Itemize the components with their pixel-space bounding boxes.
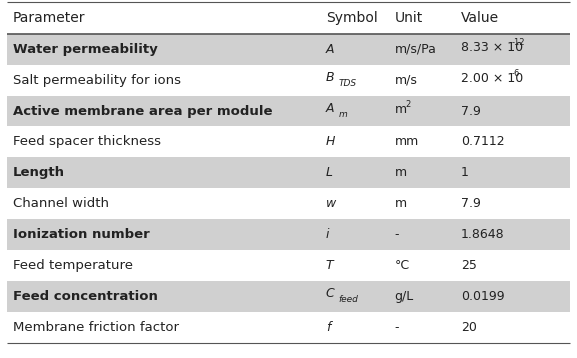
- Text: Value: Value: [461, 11, 499, 25]
- Text: H: H: [326, 135, 335, 149]
- Text: m: m: [339, 110, 347, 119]
- Text: 7.9: 7.9: [461, 197, 481, 210]
- Text: L: L: [326, 166, 333, 179]
- Text: Feed concentration: Feed concentration: [13, 290, 158, 303]
- Text: -12: -12: [511, 38, 525, 47]
- Text: mm: mm: [395, 135, 419, 149]
- Text: 0.0199: 0.0199: [461, 290, 504, 303]
- Bar: [7, 34, 570, 65]
- Text: A: A: [326, 43, 334, 56]
- Text: f: f: [326, 321, 330, 334]
- Text: B: B: [326, 71, 335, 84]
- Text: Membrane friction factor: Membrane friction factor: [13, 321, 179, 334]
- Text: 25: 25: [461, 259, 477, 272]
- Text: A: A: [326, 102, 334, 115]
- Text: Feed temperature: Feed temperature: [13, 259, 133, 272]
- Text: T: T: [326, 259, 334, 272]
- Text: -: -: [395, 228, 399, 241]
- Text: -6: -6: [511, 69, 520, 78]
- Text: Feed spacer thickness: Feed spacer thickness: [13, 135, 161, 149]
- Text: m/s: m/s: [395, 74, 418, 87]
- Text: °C: °C: [395, 259, 410, 272]
- Text: TDS: TDS: [339, 79, 357, 88]
- Text: Ionization number: Ionization number: [13, 228, 149, 241]
- Text: w: w: [326, 197, 336, 210]
- Text: Water permeability: Water permeability: [13, 43, 158, 56]
- Text: 2.00 × 10: 2.00 × 10: [461, 72, 523, 85]
- Text: 0.7112: 0.7112: [461, 135, 504, 149]
- Text: i: i: [326, 228, 329, 241]
- Text: m: m: [395, 166, 407, 179]
- Text: 2: 2: [405, 100, 410, 109]
- Text: m: m: [395, 197, 407, 210]
- Text: Parameter: Parameter: [13, 11, 85, 25]
- Text: 20: 20: [461, 321, 477, 334]
- Text: 7.9: 7.9: [461, 105, 481, 117]
- Bar: [7, 96, 570, 126]
- Text: Symbol: Symbol: [326, 11, 377, 25]
- Text: C: C: [326, 287, 335, 300]
- Text: 1: 1: [461, 166, 469, 179]
- Text: -: -: [395, 321, 399, 334]
- Text: Channel width: Channel width: [13, 197, 109, 210]
- Bar: [7, 158, 570, 188]
- Text: Active membrane area per module: Active membrane area per module: [13, 105, 272, 117]
- Text: m: m: [395, 103, 407, 116]
- Text: 8.33 × 10: 8.33 × 10: [461, 41, 523, 54]
- Text: feed: feed: [339, 295, 358, 304]
- Text: m/s/Pa: m/s/Pa: [395, 43, 437, 56]
- Bar: [7, 281, 570, 312]
- Text: Unit: Unit: [395, 11, 423, 25]
- Text: g/L: g/L: [395, 290, 414, 303]
- Text: Length: Length: [13, 166, 65, 179]
- Bar: [7, 219, 570, 250]
- Text: Salt permeability for ions: Salt permeability for ions: [13, 74, 181, 87]
- Text: 1.8648: 1.8648: [461, 228, 504, 241]
